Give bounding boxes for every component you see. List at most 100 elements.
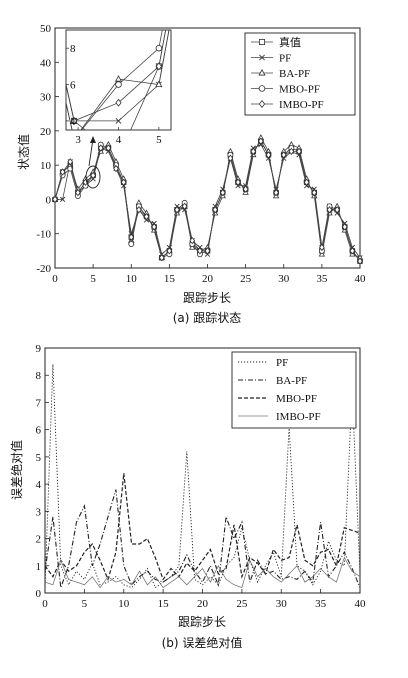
legend-label: MBO-PF <box>276 393 317 405</box>
legend-item: MBO-PF <box>251 84 320 96</box>
point-marker <box>341 223 348 231</box>
point-marker <box>116 155 121 160</box>
y-tick-label: 8 <box>36 370 42 382</box>
series-line <box>54 140 361 262</box>
y-axis-label: 状态值 <box>16 134 31 170</box>
inset-series <box>66 30 167 125</box>
point-marker <box>115 117 122 124</box>
point-marker <box>250 147 257 156</box>
y-tick-label: 6 <box>36 425 42 437</box>
legend: PF BA-PF MBO-PF IMBO-PF <box>231 351 357 429</box>
point-marker <box>70 116 78 125</box>
inset-tick-labels: 3 4 5 4 6 8 <box>66 43 162 146</box>
point-marker <box>151 223 157 231</box>
point-marker <box>60 196 66 203</box>
x-tick-label: 15 <box>158 598 170 610</box>
inset-y-tick-label: 8 <box>70 43 76 55</box>
point-marker <box>155 44 163 52</box>
point-marker <box>265 151 272 159</box>
point-marker <box>204 247 211 255</box>
series-line <box>54 140 361 262</box>
legend-item: BA-PF <box>251 68 310 80</box>
point-marker <box>115 81 122 88</box>
y-tick-label: 9 <box>36 343 42 355</box>
series-line <box>44 489 361 588</box>
x-tick-label: 10 <box>126 273 138 285</box>
y-tick-label: 0 <box>36 588 42 600</box>
inset-series <box>66 30 163 130</box>
point-marker <box>189 243 196 250</box>
y-tick-label: 10 <box>40 160 52 172</box>
point-marker <box>212 206 218 214</box>
y-tick-label: 3 <box>36 506 42 518</box>
series <box>52 137 363 265</box>
y-tick-label: 30 <box>40 92 52 104</box>
point-marker <box>273 188 279 197</box>
x-tick-label: 20 <box>202 273 214 285</box>
x-tick-label: 0 <box>52 273 58 285</box>
y-tick-label: 0 <box>46 194 52 206</box>
x-tick-label: 5 <box>82 598 88 610</box>
point-marker <box>303 178 310 186</box>
point-marker <box>258 69 266 76</box>
point-marker <box>258 137 264 145</box>
point-marker <box>114 75 123 82</box>
point-marker <box>334 206 340 214</box>
point-marker <box>242 185 249 193</box>
inset-y-tick-label: 6 <box>70 80 76 92</box>
legend-label: PF <box>279 53 291 65</box>
zoom-region-marker <box>85 165 101 189</box>
legend-label: BA-PF <box>279 68 310 80</box>
x-tick-label: 40 <box>355 273 367 285</box>
y-tick-label: 20 <box>40 126 52 138</box>
y-tick-label: 5 <box>36 452 42 464</box>
point-marker <box>227 154 234 162</box>
legend-item: IMBO-PF <box>238 411 321 423</box>
y-tick-label: -10 <box>36 229 51 241</box>
point-marker <box>136 206 142 214</box>
x-axis-label: 跟踪步长 <box>178 615 226 629</box>
legend-item: IMBO-PF <box>251 99 324 111</box>
inset-series-layer <box>66 30 170 160</box>
legend-item: PF <box>238 357 288 369</box>
inset-series <box>66 30 170 130</box>
series-layer <box>44 347 361 594</box>
point-marker <box>143 212 150 221</box>
point-marker <box>120 178 127 186</box>
x-axis-label: 跟踪步长 <box>183 291 231 305</box>
point-marker <box>67 158 74 166</box>
point-marker <box>90 171 96 180</box>
inset-x-tick-label: 5 <box>156 134 162 146</box>
point-marker <box>59 168 66 176</box>
point-marker <box>115 98 122 107</box>
series-layer <box>51 27 364 269</box>
point-marker <box>174 206 180 214</box>
inset-y-tick-label: 4 <box>70 116 76 128</box>
legend-item: MBO-PF <box>238 393 317 405</box>
legend-label: 真值 <box>279 35 301 49</box>
point-marker <box>258 99 266 109</box>
point-marker <box>311 188 318 197</box>
x-tick-label: 5 <box>90 273 96 285</box>
point-marker <box>258 39 265 46</box>
y-axis-label: 误差绝对值 <box>9 440 24 500</box>
point-marker <box>259 54 265 61</box>
zoom-arrow <box>88 138 94 167</box>
zoom-arrow-head <box>90 136 96 143</box>
series-line <box>44 473 361 582</box>
x-tick-label: 40 <box>355 598 367 610</box>
point-marker <box>235 178 241 186</box>
x-tick-label: 30 <box>276 598 288 610</box>
x-tick-label: 25 <box>240 273 252 285</box>
x-tick-label: 15 <box>164 273 176 285</box>
point-marker <box>326 206 333 214</box>
point-marker <box>158 254 165 262</box>
legend: 真值 PF BA-PF MBO-PF IMBO-PF <box>244 32 356 116</box>
inset-x-tick-label: 3 <box>75 134 81 146</box>
point-marker <box>219 188 226 197</box>
y-tick-label: -20 <box>36 263 51 275</box>
legend-item: PF <box>251 53 291 65</box>
chart-absolute-error: 0 5 10 15 20 25 30 35 40 0 1 2 3 4 5 6 7 8 9 误差绝对值 跟踪步长 (b… <box>9 343 366 650</box>
